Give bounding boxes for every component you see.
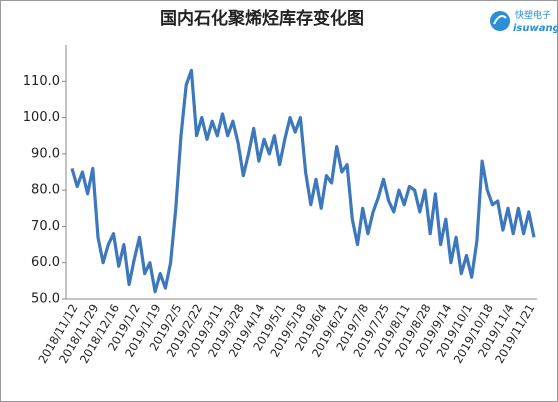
logo-icon (490, 11, 510, 31)
y-tick-label: 100.0 (23, 110, 60, 125)
y-tick-label: 70.0 (31, 219, 60, 234)
y-tick-label: 60.0 (31, 255, 60, 270)
y-tick-label: 50.0 (31, 292, 60, 307)
y-tick-label: 90.0 (31, 146, 60, 161)
data-line (70, 68, 536, 294)
logo-swoosh (493, 15, 507, 25)
logo-name: 快塑电子 (515, 9, 551, 21)
y-tick-label: 80.0 (31, 183, 60, 198)
y-tick-label: 110.0 (23, 74, 60, 89)
chart-title: 国内石化聚烯烃库存变化图 (160, 8, 364, 29)
logo-site: isuwang (513, 23, 558, 34)
